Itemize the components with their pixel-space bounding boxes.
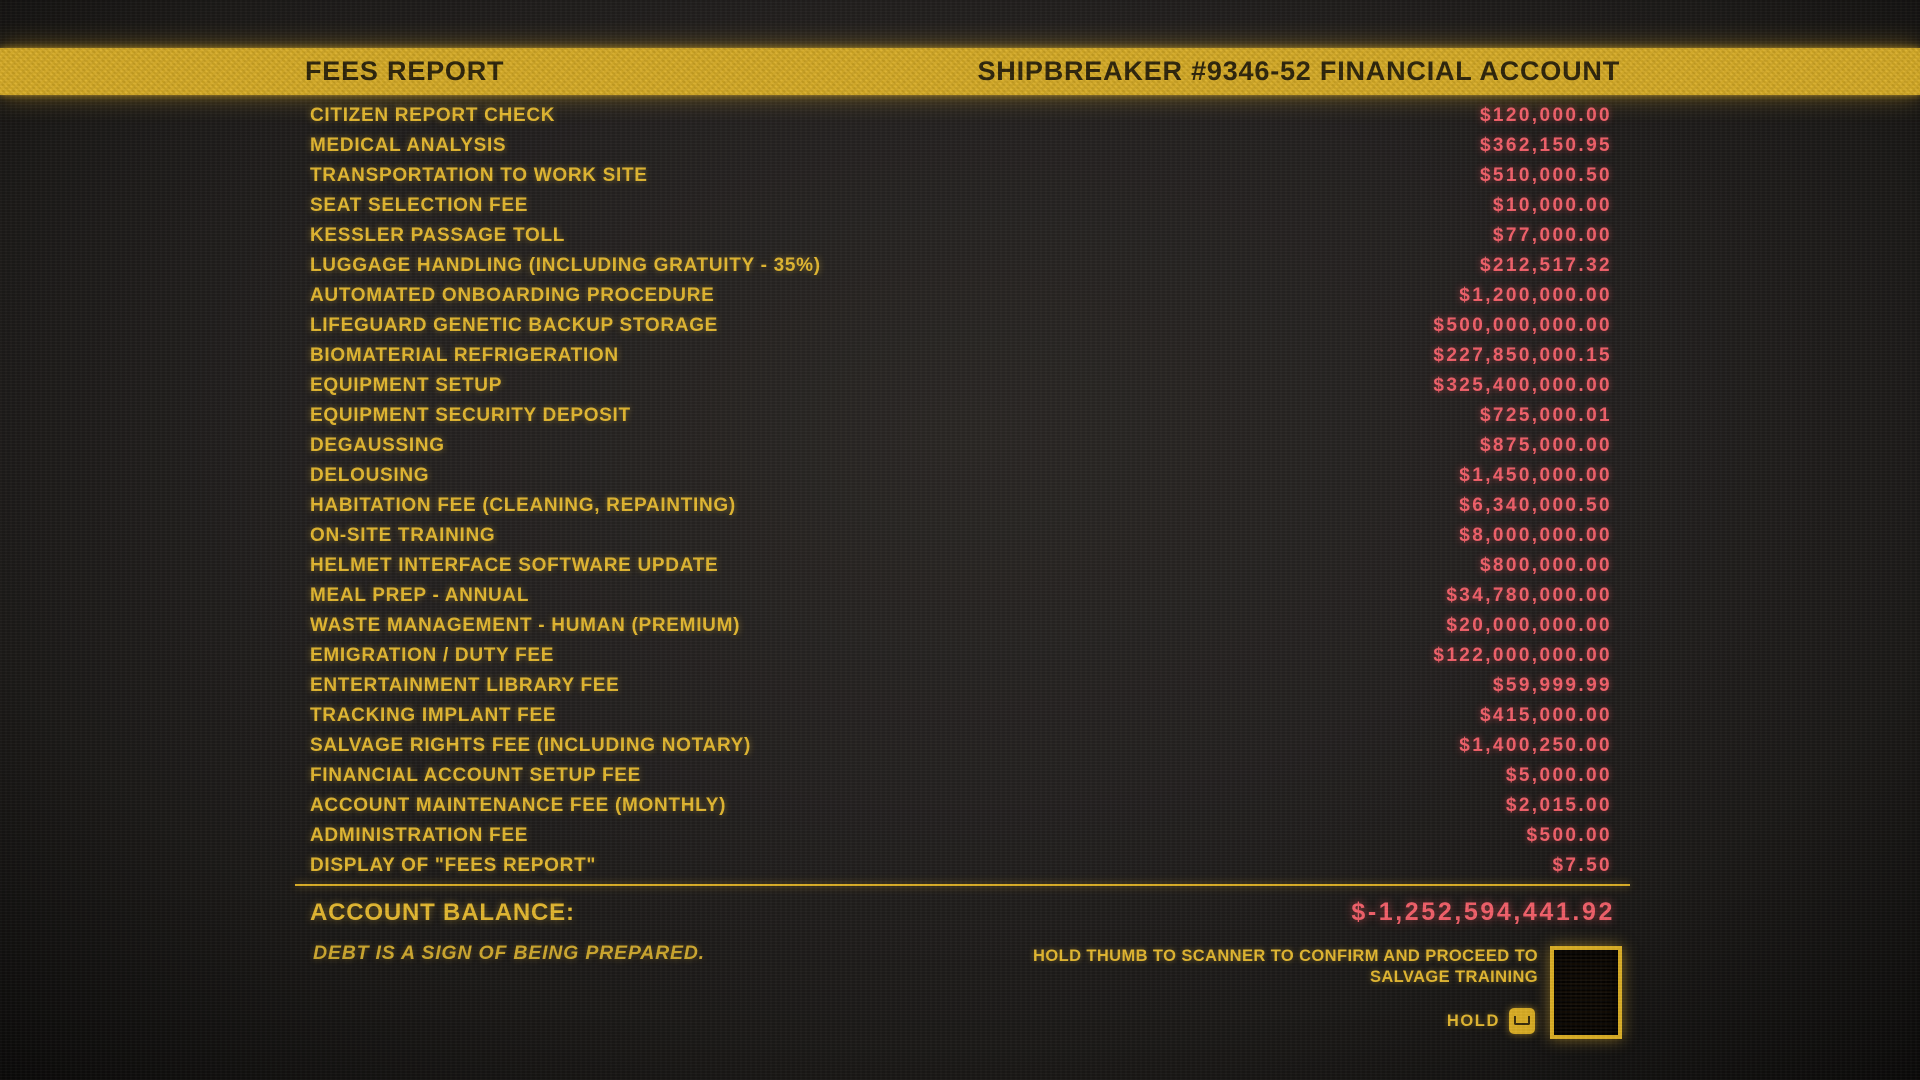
fee-amount: $6,340,000.50	[1459, 495, 1612, 516]
fee-amount: $1,200,000.00	[1459, 285, 1612, 306]
header-banner: FEES REPORT SHIPBREAKER #9346-52 FINANCI…	[0, 48, 1920, 95]
fee-label: ACCOUNT MAINTENANCE FEE (MONTHLY)	[310, 795, 727, 816]
fee-amount: $500.00	[1526, 825, 1612, 846]
fee-amount: $59,999.99	[1492, 675, 1612, 696]
fee-amount: $725,000.01	[1479, 405, 1612, 426]
fee-label: SALVAGE RIGHTS FEE (INCLUDING NOTARY)	[310, 735, 752, 756]
hold-label: HOLD	[1446, 1011, 1500, 1030]
fee-row: TRACKING IMPLANT FEE $415,000.00	[310, 701, 1612, 731]
fee-row: DEGAUSSING $875,000.00	[310, 431, 1612, 461]
fee-row: MEAL PREP - ANNUAL $34,780,000.00	[310, 581, 1612, 611]
fee-label: LUGGAGE HANDLING (INCLUDING GRATUITY - 3…	[310, 255, 821, 276]
fee-amount: $34,780,000.00	[1446, 585, 1612, 606]
fee-amount: $7.50	[1552, 855, 1612, 876]
fee-amount: $227,850,000.15	[1433, 345, 1612, 366]
fee-label: KESSLER PASSAGE TOLL	[310, 225, 566, 246]
debt-tagline: DEBT IS A SIGN OF BEING PREPARED.	[313, 942, 705, 964]
fee-amount: $875,000.00	[1479, 435, 1612, 456]
fee-label: EQUIPMENT SETUP	[310, 375, 503, 396]
fee-row: ON-SITE TRAINING $8,000,000.00	[310, 521, 1612, 551]
fee-row: HABITATION FEE (CLEANING, REPAINTING) $6…	[310, 491, 1612, 521]
balance-value: $-1,252,594,441.92	[1351, 898, 1615, 926]
fee-amount: $8,000,000.00	[1459, 525, 1612, 546]
fee-label: HABITATION FEE (CLEANING, REPAINTING)	[310, 495, 736, 516]
fee-row: FINANCIAL ACCOUNT SETUP FEE $5,000.00	[310, 761, 1612, 791]
spacebar-key-icon[interactable]	[1509, 1008, 1535, 1034]
fee-row: AUTOMATED ONBOARDING PROCEDURE $1,200,00…	[310, 281, 1612, 311]
fee-row: HELMET INTERFACE SOFTWARE UPDATE $800,00…	[310, 551, 1612, 581]
fee-label: SEAT SELECTION FEE	[310, 195, 529, 216]
fee-row: MEDICAL ANALYSIS $362,150.95	[310, 131, 1612, 161]
fee-label: BIOMATERIAL REFRIGERATION	[310, 345, 619, 366]
fee-amount: $1,450,000.00	[1459, 465, 1612, 486]
fee-row: SALVAGE RIGHTS FEE (INCLUDING NOTARY) $1…	[310, 731, 1612, 761]
fee-amount: $122,000,000.00	[1433, 645, 1612, 666]
fee-list: CITIZEN REPORT CHECK $120,000.00 MEDICAL…	[310, 101, 1612, 881]
fee-row: SEAT SELECTION FEE $10,000.00	[310, 191, 1612, 221]
fee-row: ACCOUNT MAINTENANCE FEE (MONTHLY) $2,015…	[310, 791, 1612, 821]
account-title: SHIPBREAKER #9346-52 FINANCIAL ACCOUNT	[977, 56, 1620, 86]
fee-row: LUGGAGE HANDLING (INCLUDING GRATUITY - 3…	[310, 251, 1612, 281]
page-title: FEES REPORT	[305, 56, 505, 86]
fee-row: TRANSPORTATION TO WORK SITE $510,000.50	[310, 161, 1612, 191]
fee-amount: $1,400,250.00	[1459, 735, 1612, 756]
fee-label: EQUIPMENT SECURITY DEPOSIT	[310, 405, 631, 426]
fee-amount: $212,517.32	[1479, 255, 1612, 276]
balance-row: ACCOUNT BALANCE: $-1,252,594,441.92	[310, 898, 1615, 927]
fee-label: ON-SITE TRAINING	[310, 525, 496, 546]
fee-amount: $500,000,000.00	[1433, 315, 1612, 336]
fee-row: BIOMATERIAL REFRIGERATION $227,850,000.1…	[310, 341, 1612, 371]
fee-label: TRACKING IMPLANT FEE	[310, 705, 557, 726]
fee-label: ADMINISTRATION FEE	[310, 825, 529, 846]
fee-label: CITIZEN REPORT CHECK	[310, 105, 556, 126]
fee-label: DELOUSING	[310, 465, 430, 486]
fee-amount: $510,000.50	[1479, 165, 1612, 186]
fee-amount: $5,000.00	[1505, 765, 1612, 786]
fee-row: EMIGRATION / DUTY FEE $122,000,000.00	[310, 641, 1612, 671]
fee-amount: $415,000.00	[1479, 705, 1612, 726]
fee-amount: $10,000.00	[1492, 195, 1612, 216]
fee-amount: $120,000.00	[1479, 105, 1612, 126]
fee-row: ENTERTAINMENT LIBRARY FEE $59,999.99	[310, 671, 1612, 701]
fee-label: FINANCIAL ACCOUNT SETUP FEE	[310, 765, 642, 786]
fee-amount: $20,000,000.00	[1446, 615, 1612, 636]
fee-label: MEDICAL ANALYSIS	[310, 135, 507, 156]
fee-row: DISPLAY OF "FEES REPORT" $7.50	[310, 851, 1612, 881]
fee-amount: $800,000.00	[1479, 555, 1612, 576]
fee-amount: $77,000.00	[1492, 225, 1612, 246]
fee-label: LIFEGUARD GENETIC BACKUP STORAGE	[310, 315, 719, 336]
fee-label: WASTE MANAGEMENT - HUMAN (PREMIUM)	[310, 615, 741, 636]
fee-label: ENTERTAINMENT LIBRARY FEE	[310, 675, 620, 696]
confirm-instruction-line1: HOLD THUMB TO SCANNER TO CONFIRM AND PRO…	[1033, 947, 1538, 965]
fee-row: DELOUSING $1,450,000.00	[310, 461, 1612, 491]
fee-label: TRANSPORTATION TO WORK SITE	[310, 165, 648, 186]
fee-label: AUTOMATED ONBOARDING PROCEDURE	[310, 285, 715, 306]
fee-row: LIFEGUARD GENETIC BACKUP STORAGE $500,00…	[310, 311, 1612, 341]
fee-row: WASTE MANAGEMENT - HUMAN (PREMIUM) $20,0…	[310, 611, 1612, 641]
fee-label: MEAL PREP - ANNUAL	[310, 585, 530, 606]
fee-amount: $362,150.95	[1479, 135, 1612, 156]
confirm-instruction-line2: SALVAGE TRAINING	[1369, 968, 1538, 986]
fee-amount: $325,400,000.00	[1433, 375, 1612, 396]
fee-label: DISPLAY OF "FEES REPORT"	[310, 855, 597, 876]
fee-amount: $2,015.00	[1505, 795, 1612, 816]
hold-prompt: HOLD	[1447, 1008, 1535, 1034]
fee-row: EQUIPMENT SETUP $325,400,000.00	[310, 371, 1612, 401]
spacebar-glyph-icon	[1514, 1015, 1530, 1025]
fee-row: EQUIPMENT SECURITY DEPOSIT $725,000.01	[310, 401, 1612, 431]
balance-label: ACCOUNT BALANCE:	[310, 899, 575, 926]
fee-row: ADMINISTRATION FEE $500.00	[310, 821, 1612, 851]
balance-divider	[295, 884, 1630, 886]
thumb-scanner-pad[interactable]	[1550, 946, 1622, 1039]
fee-label: HELMET INTERFACE SOFTWARE UPDATE	[310, 555, 719, 576]
fee-label: DEGAUSSING	[310, 435, 445, 456]
fee-row: KESSLER PASSAGE TOLL $77,000.00	[310, 221, 1612, 251]
fee-row: CITIZEN REPORT CHECK $120,000.00	[310, 101, 1612, 131]
confirm-instruction: HOLD THUMB TO SCANNER TO CONFIRM AND PRO…	[938, 946, 1538, 988]
fee-label: EMIGRATION / DUTY FEE	[310, 645, 555, 666]
